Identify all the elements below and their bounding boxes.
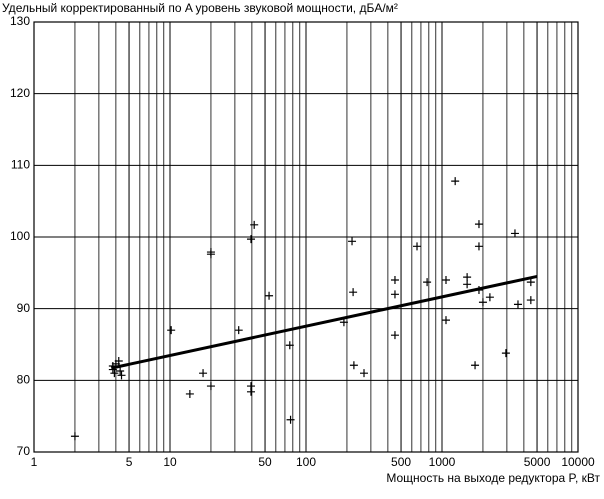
point-marker (390, 276, 399, 284)
point-marker (246, 235, 255, 244)
y-tick-label: 100 (10, 229, 30, 243)
point-marker (413, 242, 422, 251)
point-marker (526, 278, 535, 287)
point-marker (206, 382, 215, 391)
point-marker (390, 331, 399, 340)
point-marker (185, 389, 194, 398)
point-marker (349, 288, 358, 297)
y-tick-label: 70 (17, 444, 31, 458)
point-marker (513, 300, 522, 309)
plot-frame (33, 21, 579, 453)
y-tick-label: 90 (17, 301, 31, 315)
point-marker (360, 369, 369, 378)
point-marker (70, 432, 79, 441)
point-marker (526, 296, 535, 305)
point-marker (206, 250, 215, 259)
point-marker (167, 326, 176, 335)
point-marker (501, 349, 510, 358)
trend-line (110, 274, 538, 370)
x-tick-label: 5000 (524, 455, 551, 469)
point-marker (285, 341, 294, 350)
point-marker (485, 293, 494, 302)
point-marker (339, 318, 348, 327)
point-marker (451, 177, 460, 186)
x-tick-label: 10 (163, 455, 177, 469)
x-tick-label: 1 (31, 455, 38, 469)
point-marker (390, 290, 399, 299)
y-tick-label: 120 (10, 86, 30, 100)
point-marker (110, 369, 119, 378)
point-marker (471, 361, 480, 370)
point-marker (114, 356, 123, 365)
point-marker (265, 291, 274, 300)
chart-title: Удельный корректированный по A уровень з… (2, 1, 398, 15)
x-tick-label: 10000 (561, 455, 595, 469)
point-marker (246, 387, 255, 396)
point-marker (116, 367, 125, 376)
y-tick-label: 130 (10, 14, 30, 28)
x-axis-label: Мощность на выходе редуктора P, кВт (386, 471, 600, 485)
x-tick-label: 100 (296, 455, 316, 469)
point-marker (474, 220, 483, 229)
point-marker (441, 276, 450, 284)
point-marker (478, 298, 487, 307)
point-marker (199, 369, 208, 378)
point-marker (348, 237, 357, 246)
point-marker (117, 371, 126, 380)
point-marker (250, 220, 259, 229)
point-marker (510, 229, 519, 238)
point-marker (423, 278, 432, 287)
point-marker (463, 280, 472, 289)
point-marker (286, 415, 295, 424)
point-marker (234, 326, 243, 335)
x-tick-label: 500 (391, 455, 411, 469)
x-tick-label: 5 (126, 455, 133, 469)
point-marker (474, 242, 483, 251)
y-tick-label: 110 (11, 158, 30, 172)
point-marker (441, 316, 450, 325)
point-marker (349, 361, 358, 370)
x-tick-label: 50 (258, 455, 272, 469)
x-tick-label: 1000 (429, 455, 456, 469)
y-tick-label: 80 (17, 373, 31, 387)
point-marker (463, 273, 472, 282)
